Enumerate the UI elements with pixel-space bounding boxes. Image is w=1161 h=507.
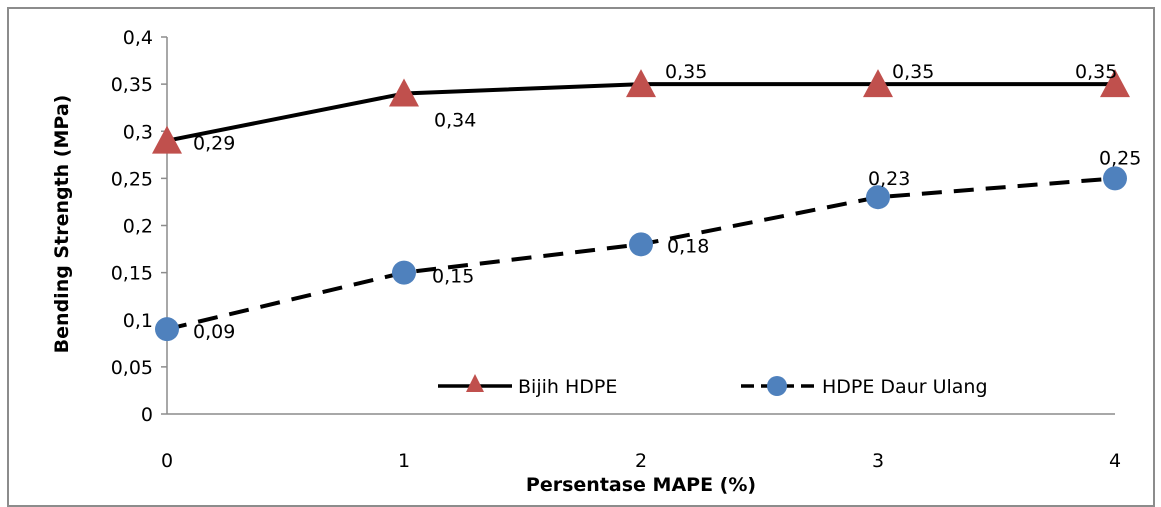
y-axis: 0 0,05 0,1 0,15 0,2 0,25 0,3 0,35 0,4 [111, 27, 168, 426]
legend: Bijih HDPE HDPE Daur Ulang [438, 374, 988, 398]
data-point-triangle [1100, 69, 1130, 98]
legend-marker-triangle [466, 374, 484, 392]
line-chart: 0 0,05 0,1 0,15 0,2 0,25 0,3 0,35 0,4 0 1 2 3 4 0,29… [51, 27, 1141, 495]
data-label: 0,25 [1099, 147, 1141, 169]
data-label: 0,23 [868, 168, 910, 190]
y-tick-label: 0,05 [111, 357, 153, 379]
legend-marker-circle [767, 376, 787, 396]
data-point-triangle [626, 69, 656, 98]
x-tick-label: 1 [398, 450, 410, 472]
data-label: 0,34 [434, 110, 476, 132]
y-tick-label: 0,2 [123, 216, 153, 238]
data-label: 0,35 [1075, 61, 1117, 83]
y-axis-title: Bending Strength (MPa) [51, 95, 73, 354]
y-tick-label: 0,4 [123, 27, 153, 49]
data-point-circle [629, 232, 653, 257]
data-label: 0,18 [667, 235, 709, 257]
y-tick-label: 0,35 [111, 74, 153, 96]
data-label: 0,35 [892, 61, 934, 83]
chart-frame [7, 7, 1155, 507]
y-tick-label: 0,25 [111, 168, 153, 190]
data-label: 0,15 [432, 266, 474, 288]
legend-label-hdpe-daur-ulang: HDPE Daur Ulang [822, 376, 988, 398]
y-tick-label: 0,1 [123, 310, 153, 332]
data-point-triangle [152, 125, 182, 154]
data-point-circle [392, 260, 416, 285]
y-tick-label: 0,15 [111, 263, 153, 285]
x-tick-label: 2 [635, 450, 647, 472]
series-layer [152, 69, 1130, 342]
x-axis-title: Persentase MAPE (%) [526, 474, 756, 495]
data-point-triangle [389, 78, 419, 107]
data-point-circle [1103, 166, 1127, 191]
x-tick-label: 4 [1109, 450, 1121, 472]
y-tick-label: 0 [141, 404, 153, 426]
x-tick-label: 3 [872, 450, 884, 472]
y-tick-label: 0,3 [123, 121, 153, 143]
data-label: 0,35 [665, 61, 707, 83]
data-point-circle [155, 317, 179, 342]
data-point-triangle [863, 69, 893, 98]
data-labels: 0,29 0,34 0,35 0,35 0,35 0,09 0,15 0,18 0,23 0,25 [193, 61, 1141, 343]
legend-label-bijih-hdpe: Bijih HDPE [518, 376, 617, 398]
x-tick-label: 0 [161, 450, 173, 472]
x-axis: 0 1 2 3 4 [161, 413, 1121, 472]
data-label: 0,29 [193, 133, 235, 155]
data-label: 0,09 [193, 321, 235, 343]
data-point-circle [866, 185, 890, 210]
